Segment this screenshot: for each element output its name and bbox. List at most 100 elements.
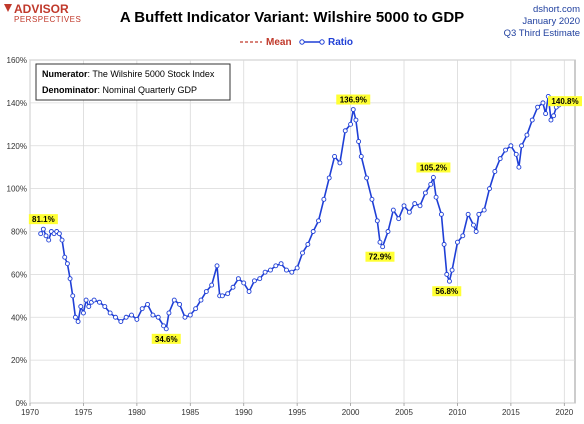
ratio-point [350,107,356,112]
ratio-point [428,181,434,187]
ratio-point [524,132,530,138]
ratio-point [305,241,311,247]
ratio-point [150,312,156,318]
ratio-point [337,160,343,166]
ratio-point [540,100,546,106]
annotation-label: 81.1% [28,214,58,225]
ratio-point [516,164,522,170]
source-estimate: Q3 Third Estimate [504,28,580,39]
ratio-point [446,278,452,284]
ratio-series [38,93,565,332]
ratio-point [257,276,263,282]
y-tick-label: 20% [11,356,27,365]
x-tick-label: 1980 [128,408,146,417]
ratio-point [380,244,386,250]
ratio-point [102,304,108,309]
numerator-text: : The Wilshire 5000 Stock Index [88,69,215,79]
legend-ratio-marker-a [299,39,305,45]
ratio-point [348,121,354,127]
ratio-point [513,151,519,157]
ratio-point [145,301,150,307]
legend: Mean Ratio [240,37,353,48]
ratio-point [321,196,327,202]
ratio-point [412,201,418,207]
ratio-point [390,207,396,213]
annotation-text: 34.6% [155,335,178,344]
ratio-point [182,314,188,320]
ratio-point [332,154,338,159]
ratio-point [430,175,436,180]
ratio-point [72,314,78,320]
ratio-point [38,231,44,237]
ratio-point [401,203,407,209]
chart-title: A Buffett Indicator Variant: Wilshire 50… [120,9,464,26]
ratio-point [193,306,199,312]
ratio-point [40,226,46,232]
ratio-point [444,271,450,277]
ratio-point [118,319,124,324]
x-tick-label: 2020 [555,408,573,417]
ratio-point [356,139,362,144]
ratio-point [64,261,70,267]
annotation-label: 136.9% [336,94,371,105]
annotation-highlight [336,94,371,105]
ratio-point [59,237,65,243]
ratio-point [225,291,231,297]
ratio-point [364,175,370,181]
ratio-point [310,229,316,234]
annotation-label: 140.8% [548,96,582,107]
annotation-text: 72.9% [369,253,392,262]
ratio-point [251,278,257,284]
ratio-point [86,304,92,309]
annotation-label: 56.8% [432,286,462,297]
ratio-point [241,280,247,286]
ratio-point [235,276,241,282]
ratio-point [134,316,140,322]
ratio-point [83,297,89,303]
ratio-point [316,218,321,224]
ratio-point [246,289,252,294]
ratio-point [422,190,428,196]
ratio-point [214,263,220,269]
ratio-point [166,310,172,316]
ratio-point [492,169,498,174]
ratio-point [155,314,161,320]
ratio-point [481,207,487,213]
ratio-point [396,216,402,222]
ratio-point [487,186,492,192]
ratio-point [78,304,84,309]
ratio-point [455,239,460,245]
ratio-point [203,289,209,294]
ratio-point [219,293,225,299]
annotation-label: 34.6% [151,333,181,344]
ratio-point [171,297,177,303]
logo-line2: PERSPECTIVES [14,15,81,24]
x-tick-label: 1985 [181,408,199,417]
ratio-point [374,218,380,224]
ratio-point [273,263,279,269]
annotation-text: 105.2% [420,163,447,172]
x-tick-label: 1990 [235,408,253,417]
ratio-point [46,237,52,243]
ratio-point [67,276,73,282]
annotation-text: 136.9% [340,96,367,105]
ratio-point [62,254,68,260]
ratio-point [369,196,375,202]
note-box-frame [35,63,231,101]
ratio-point [465,211,471,217]
ratio-point [300,250,305,256]
annotation-highlight [548,96,582,107]
ratio-point [267,267,273,273]
ratio-point [449,267,455,273]
ratio-point [230,284,236,290]
ratio-point [56,231,62,237]
x-tick-label: 1995 [288,408,306,417]
y-tick-label: 140% [7,99,27,108]
ratio-point [129,312,134,318]
ratio-point [139,306,145,312]
ratio-point [198,297,204,303]
ratio-point [497,156,503,162]
ratio-point [353,117,359,123]
ratio-point [177,301,183,307]
